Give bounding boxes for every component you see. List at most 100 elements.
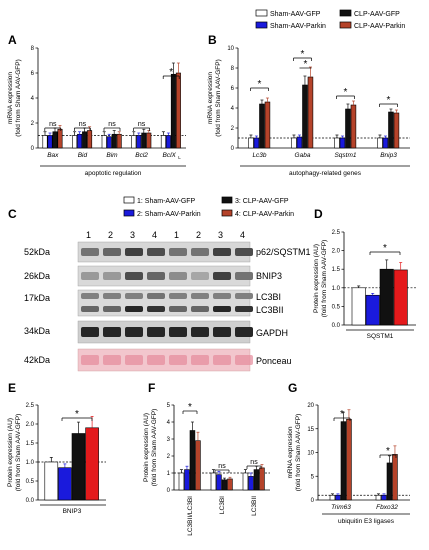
chart-a: 0 2 4 6 8 mRNA expression (fold from Sham AAV-… bbox=[7, 46, 186, 177]
x-tick-label: Bax bbox=[47, 152, 59, 159]
blot-legend-swatch-4 bbox=[221, 209, 233, 217]
y-tick-label: 2.5 bbox=[332, 230, 341, 236]
bar bbox=[248, 476, 254, 491]
bar bbox=[340, 421, 347, 501]
blot-band bbox=[103, 248, 121, 256]
y-axis-label: (fold from Sham AAV-GFP) bbox=[215, 59, 222, 137]
lane-number: 1 bbox=[86, 230, 91, 240]
blot-band bbox=[235, 293, 253, 299]
panel-label-d: D bbox=[314, 207, 323, 221]
bar bbox=[392, 454, 398, 501]
panel-label-c: C bbox=[8, 207, 17, 221]
bar bbox=[375, 494, 382, 501]
legend-label-sham-parkin: Sham-AAV-Parkin bbox=[270, 23, 326, 30]
lane-number: 3 bbox=[218, 230, 223, 240]
blot-band bbox=[191, 248, 209, 256]
blot-band bbox=[169, 272, 187, 280]
y-tick-label: 2 bbox=[167, 454, 171, 460]
blot-legend-swatch-1 bbox=[123, 196, 135, 204]
y-tick-label: 1.5 bbox=[332, 267, 341, 273]
y-tick-label: 20 bbox=[307, 403, 314, 409]
panel-c-blot: 1: Sham-AAV-GFP 2: Sham-AAV-Parkin 3: CL… bbox=[24, 196, 311, 372]
band-label: BNIP3 bbox=[256, 271, 282, 281]
bar bbox=[195, 440, 201, 491]
blot-band bbox=[235, 306, 253, 312]
y-axis-label: (fold from Sham AAV-GFP) bbox=[151, 409, 158, 487]
bar bbox=[296, 136, 303, 149]
group-caption: apoptotic regulation bbox=[85, 170, 142, 177]
blot-band bbox=[103, 293, 121, 299]
x-tick-label: Bim bbox=[106, 152, 118, 159]
y-axis-label: mRNA expression bbox=[287, 426, 294, 478]
y-tick-label: 0.0 bbox=[332, 323, 341, 329]
panel-label-f: F bbox=[148, 381, 155, 395]
x-tick-label: Trim63 bbox=[331, 504, 351, 511]
blot-band bbox=[169, 327, 187, 337]
bar bbox=[365, 294, 380, 326]
mw-label: 26kDa bbox=[24, 271, 50, 281]
blot-legend-swatch-2 bbox=[123, 209, 135, 217]
group-caption: ubiquitin E3 ligases bbox=[338, 518, 395, 525]
bar bbox=[52, 131, 58, 149]
y-tick-label: 6 bbox=[231, 86, 235, 92]
bar bbox=[264, 101, 271, 149]
y-tick-label: 0 bbox=[231, 146, 235, 152]
blot-band bbox=[169, 306, 187, 312]
bar bbox=[87, 130, 93, 149]
significance-star: * bbox=[383, 243, 387, 254]
blot-band bbox=[125, 272, 143, 280]
significance-star: * bbox=[188, 402, 192, 413]
bar bbox=[42, 135, 48, 149]
bar bbox=[242, 472, 249, 491]
blot-band bbox=[191, 306, 209, 312]
x-tick-label: LC3BI bbox=[219, 496, 226, 514]
bar bbox=[253, 137, 260, 149]
bar bbox=[106, 136, 112, 149]
bar bbox=[72, 135, 78, 149]
ponceau-band bbox=[103, 355, 121, 365]
legend-swatch-sham-gfp bbox=[255, 9, 268, 17]
significance-star: * bbox=[169, 67, 173, 78]
top-legend: Sham-AAV-GFP Sham-AAV-Parkin CLP-AAV-GFP… bbox=[255, 9, 405, 30]
significance-star: * bbox=[258, 79, 262, 90]
legend-label-sham-gfp: Sham-AAV-GFP bbox=[270, 11, 321, 18]
y-tick-label: 2 bbox=[31, 121, 35, 127]
bar bbox=[302, 84, 308, 149]
y-tick-label: 8 bbox=[231, 66, 235, 72]
y-tick-label: 8 bbox=[31, 46, 35, 52]
bar bbox=[178, 472, 185, 491]
bar bbox=[210, 472, 217, 491]
blot-band bbox=[103, 306, 121, 312]
blot-band bbox=[213, 293, 231, 299]
legend-swatch-clp-parkin bbox=[339, 21, 352, 29]
y-tick-label: 0 bbox=[311, 498, 315, 504]
bar bbox=[259, 467, 265, 491]
significance-star: * bbox=[304, 59, 308, 70]
y-tick-label: 2.0 bbox=[26, 422, 35, 428]
significance-ns: ns bbox=[218, 463, 226, 470]
significance-star: * bbox=[344, 87, 348, 98]
y-tick-label: 1.0 bbox=[26, 460, 35, 466]
blot-band bbox=[213, 306, 231, 312]
ponceau-band bbox=[191, 355, 209, 365]
panel-label-e: E bbox=[8, 381, 16, 395]
y-tick-label: 0.0 bbox=[26, 498, 35, 504]
x-tick-label: Bid bbox=[78, 152, 88, 159]
y-tick-label: 2 bbox=[231, 126, 235, 132]
ponceau-band bbox=[125, 355, 143, 365]
group-caption: autophagy-related genes bbox=[289, 170, 362, 177]
x-tick-label: BNIP3 bbox=[63, 508, 82, 515]
x-tick-label: Gaba bbox=[295, 152, 311, 159]
bar bbox=[227, 478, 233, 491]
significance-ns: ns bbox=[49, 121, 57, 128]
y-tick-label: 3 bbox=[167, 437, 171, 443]
bar bbox=[71, 433, 86, 501]
blot-band bbox=[81, 327, 99, 337]
y-tick-label: 4 bbox=[31, 96, 35, 102]
blot-band bbox=[125, 327, 143, 337]
bar bbox=[339, 137, 346, 149]
blot-band bbox=[81, 272, 99, 280]
x-tick-subscript: L bbox=[178, 155, 181, 160]
blot-legend-swatch-3 bbox=[221, 196, 233, 204]
y-tick-label: 2.5 bbox=[26, 403, 35, 409]
